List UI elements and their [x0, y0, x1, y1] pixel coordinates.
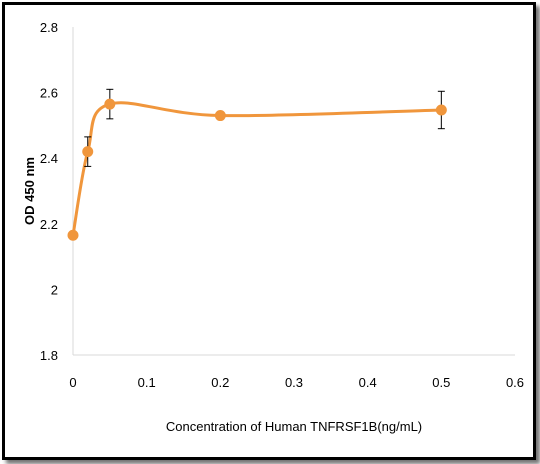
x-tick-label: 0.4: [359, 375, 377, 390]
y-axis-ticks: 1.8 2 2.2 2.4 2.6 2.8: [40, 20, 58, 363]
data-point: [104, 98, 116, 110]
y-tick-label: 2.2: [40, 217, 58, 232]
y-tick-label: 2.8: [40, 20, 58, 35]
data-point: [67, 229, 79, 241]
y-axis-label: OD 450 nm: [22, 157, 37, 225]
data-point: [435, 104, 447, 116]
data-point: [82, 146, 94, 158]
x-tick-label: 0.1: [138, 375, 156, 390]
y-tick-label: 2: [51, 282, 58, 297]
data-point: [214, 110, 226, 122]
y-tick-label: 1.8: [40, 348, 58, 363]
axes: [72, 27, 515, 356]
x-tick-label: 0.6: [506, 375, 524, 390]
x-tick-label: 0.3: [285, 375, 303, 390]
y-tick-label: 2.6: [40, 86, 58, 101]
series-layer: [67, 88, 447, 241]
chart-frame: [2, 2, 536, 460]
x-tick-label: 0: [69, 375, 76, 390]
series-line: [71, 101, 442, 236]
y-tick-label: 2.4: [40, 151, 58, 166]
x-axis-label: Concentration of Human TNFRSF1B(ng/mL): [166, 419, 422, 434]
x-axis-ticks: 0 0.1 0.2 0.3 0.4 0.5 0.6: [69, 375, 524, 390]
x-tick-label: 0.5: [432, 375, 450, 390]
x-tick-label: 0.2: [211, 375, 229, 390]
